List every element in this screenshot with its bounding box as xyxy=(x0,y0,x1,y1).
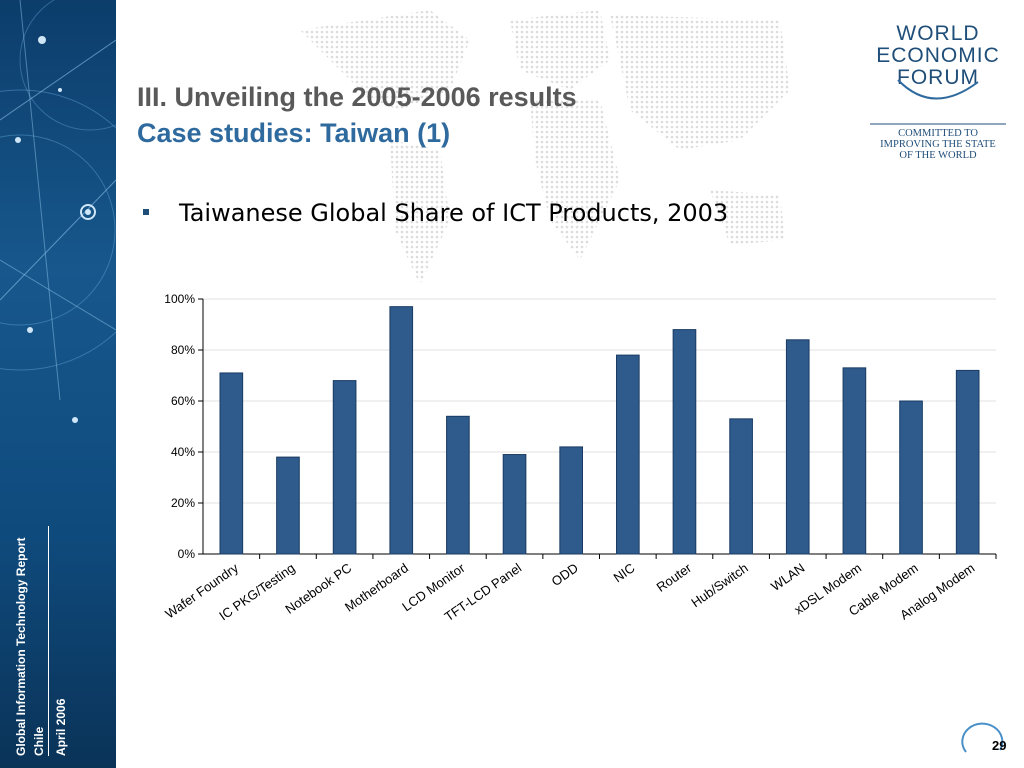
bar xyxy=(842,367,867,555)
y-tick-label: 0% xyxy=(178,547,196,561)
logo-line2: ECONOMIC xyxy=(876,44,1000,67)
y-tick-label: 40% xyxy=(171,445,195,459)
bar xyxy=(389,306,414,555)
y-tick-label: 20% xyxy=(171,496,195,510)
x-tick-label: NIC xyxy=(611,560,638,585)
sidebar-text-block: Global Information Technology Report Chi… xyxy=(8,526,78,756)
bar xyxy=(785,339,810,555)
report-name: Global Information Technology Report xyxy=(14,537,28,756)
bullet-square-icon xyxy=(143,209,149,215)
page-number: 29 xyxy=(992,738,1007,753)
world-map-background xyxy=(300,10,790,285)
bar xyxy=(672,329,697,555)
x-tick-label: Motherboard xyxy=(342,560,411,615)
report-location: Chile xyxy=(32,726,46,756)
report-date: April 2006 xyxy=(54,698,68,756)
y-tick-label: 60% xyxy=(171,394,195,408)
bar xyxy=(955,369,980,555)
slide-subtitle: Case studies: Taiwan (1) xyxy=(137,118,451,148)
sidebar-decoration: Global Information Technology Report Chi… xyxy=(0,0,116,768)
page-number-ring-icon xyxy=(961,722,1004,753)
y-tick-label: 100% xyxy=(164,292,195,306)
x-tick-label: Hub/Switch xyxy=(688,560,750,610)
logo-tagline3: OF THE WORLD xyxy=(899,150,977,161)
bar xyxy=(615,354,640,555)
bar xyxy=(502,454,527,555)
bar xyxy=(219,372,244,555)
bar xyxy=(446,415,470,555)
slide-title: III. Unveiling the 2005-2006 results xyxy=(137,82,577,112)
bullet-text: Taiwanese Global Share of ICT Products, … xyxy=(179,199,729,227)
bar xyxy=(559,446,584,555)
logo-tagline2: IMPROVING THE STATE xyxy=(880,139,996,150)
y-tick-label: 80% xyxy=(171,343,195,357)
bar xyxy=(332,380,357,555)
x-tick-label: WLAN xyxy=(768,560,807,594)
logo-tagline1: COMMITTED TO xyxy=(898,128,978,139)
x-tick-label: Router xyxy=(654,560,695,595)
wef-logo: WORLD ECONOMIC FORUM COMMITTED TO IMPROV… xyxy=(870,22,1006,161)
bar xyxy=(899,400,923,555)
bar xyxy=(729,418,753,555)
bar xyxy=(276,456,300,555)
logo-line3: FORUM xyxy=(897,66,979,89)
logo-line1: WORLD xyxy=(896,22,979,45)
network-graphic-icon xyxy=(0,0,116,423)
x-tick-label: ODD xyxy=(549,560,581,589)
